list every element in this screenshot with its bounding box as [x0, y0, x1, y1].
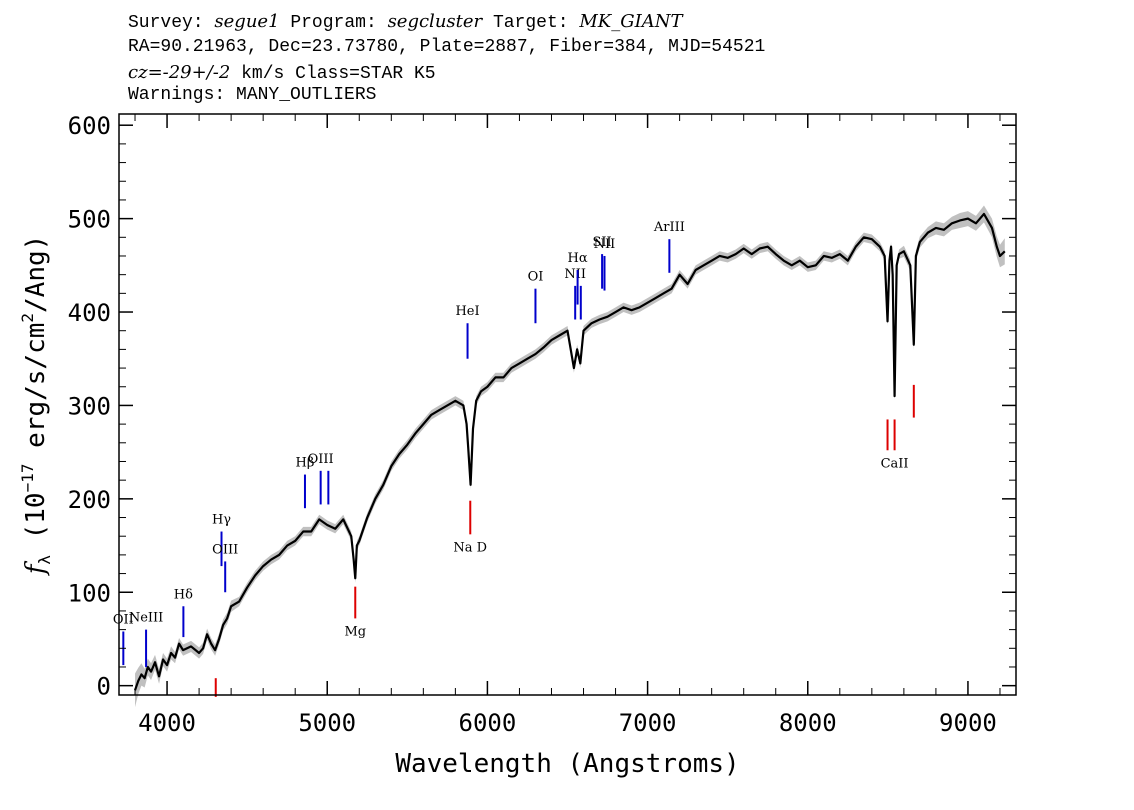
emission-line-label-15: ArIII: [653, 220, 685, 235]
x-tick-label: 7000: [619, 709, 677, 737]
y-tick-label: 500: [68, 206, 111, 234]
emission-line-label-2: Hδ: [174, 587, 193, 602]
y-tick-label: 100: [68, 579, 111, 607]
emission-line-label-9: OI: [528, 270, 544, 285]
header-line-1: Survey: segue1 Program: segcluster Targe…: [128, 11, 682, 34]
y-tick-label: 0: [97, 673, 111, 701]
target-label: Target:: [482, 13, 580, 33]
y-tick-label: 300: [68, 392, 111, 420]
redshift-value: cz=-29+/-2: [128, 62, 231, 83]
header-line-2: RA=90.21963, Dec=23.73780, Plate=2887, F…: [128, 37, 766, 57]
x-tick-label: 4000: [138, 709, 196, 737]
target-value: MK_GIANT: [579, 11, 683, 32]
x-tick-label: 9000: [939, 709, 997, 737]
y-tick-label: 600: [68, 112, 111, 140]
absorption-line-label-4: CaII: [881, 456, 909, 471]
emission-line-label-6: OIII: [308, 452, 334, 467]
y-axis-mid: erg/s/cm: [21, 323, 51, 464]
y-axis-title: fλ (10−17 erg/s/cm2/Ang): [18, 235, 54, 577]
emission-line-label-4: OIII: [212, 542, 238, 557]
absorption-line-label-2: Na D: [453, 540, 487, 555]
axis-ticks: 4000 5000 6000 7000 8000 9000 0 100 200 300 400 500…: [68, 112, 1016, 737]
survey-label: Survey:: [128, 13, 215, 33]
spectrum-line: [133, 212, 1006, 691]
emission-line-label-0: OII: [113, 612, 134, 627]
emission-line-label-1: NeIII: [129, 611, 163, 626]
emission-line-label-14: NII: [594, 237, 616, 252]
header-line-4: Warnings: MANY_OUTLIERS: [128, 85, 377, 105]
emission-line-label-11: Hα: [568, 251, 588, 266]
emission-line-label-10: NII: [564, 267, 586, 282]
program-value: segcluster: [387, 11, 483, 32]
x-axis-title: Wavelength (Angstroms): [395, 749, 739, 779]
program-label: Program:: [279, 13, 388, 33]
y-tick-label: 200: [68, 486, 111, 514]
header-line-3: cz=-29+/-2 km/s Class=STAR K5: [128, 62, 436, 85]
y-axis-post: /Ang): [21, 235, 51, 313]
x-tick-label: 5000: [298, 709, 356, 737]
class-text: km/s Class=STAR K5: [230, 64, 436, 84]
emission-line-label-13: SII: [593, 235, 612, 250]
emission-line-label-3: Hγ: [212, 513, 231, 528]
y-axis-exp1: −17: [18, 464, 37, 493]
plot-frame: [118, 113, 1017, 696]
x-tick-label: 6000: [459, 709, 517, 737]
absorption-line-label-1: Mg: [344, 624, 366, 639]
y-axis-sub: λ: [35, 555, 54, 565]
y-axis-pre: (10: [21, 492, 51, 555]
y-axis-exp2: 2: [18, 313, 37, 323]
emission-line-label-8: HeI: [455, 304, 479, 319]
survey-value: segue1: [214, 11, 280, 32]
y-tick-label: 400: [68, 299, 111, 327]
emission-line-label-5: Hβ: [296, 456, 315, 471]
x-tick-label: 8000: [779, 709, 837, 737]
spectrum-series: [133, 212, 1006, 691]
